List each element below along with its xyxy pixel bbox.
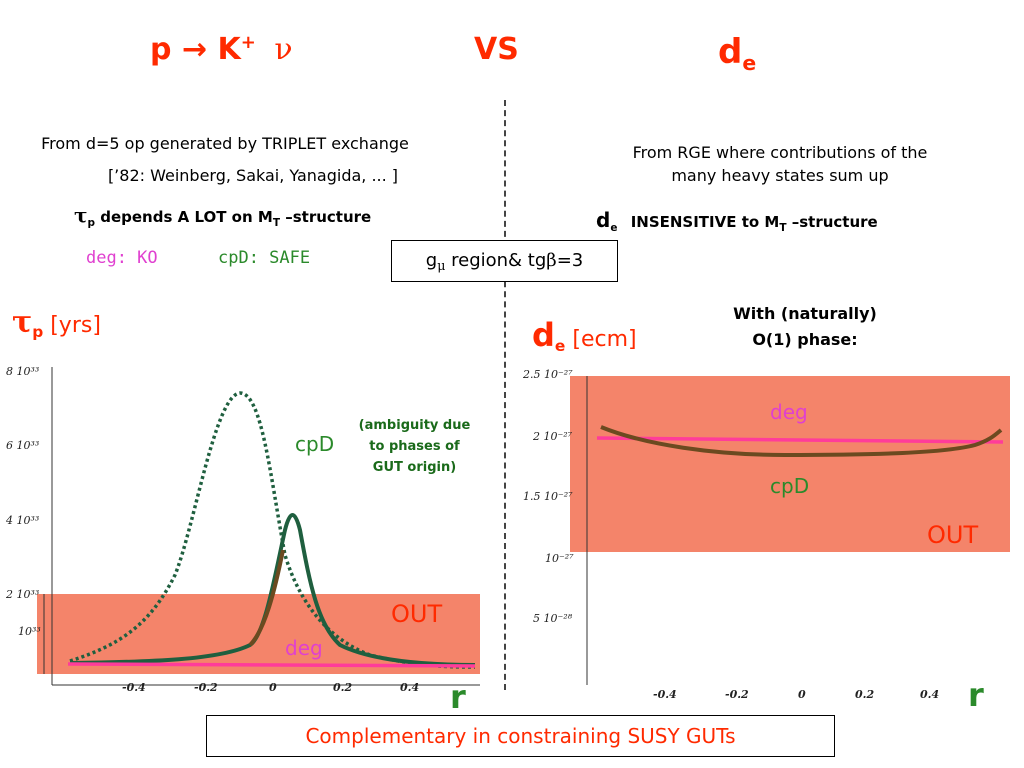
out-label-right: OUT <box>927 521 979 549</box>
right-xtick-m04: -0.4 <box>653 688 677 701</box>
region-text: region& tg <box>445 250 547 271</box>
right-description-line2: many heavy states sum up <box>671 166 889 185</box>
left-ytick-2e33: 2 10³³ <box>6 588 40 601</box>
tau-symbol: τ <box>74 203 88 227</box>
edm-title: de <box>718 32 757 76</box>
left-ytick-8e33: 8 10³³ <box>6 365 40 378</box>
natural-phase-line2: O(1) phase: <box>752 330 858 349</box>
left-xtick-04: 0.4 <box>400 681 420 694</box>
edm-e-subscript: e <box>742 51 757 76</box>
edm-axis-symbol: d <box>532 316 555 354</box>
left-description-line2: [’82: Weinberg, Sakai, Yanagida, ... ] <box>107 166 399 185</box>
right-description-line1: From RGE where contributions of the <box>632 143 928 162</box>
neutrino-symbol: ν <box>274 32 293 67</box>
edm-axis-title: de [ecm] <box>532 316 637 356</box>
deg-line-right <box>596 436 1004 444</box>
tau-axis-subscript: p <box>32 323 44 342</box>
edm-axis-subscript: e <box>554 337 566 356</box>
insensitive-end: –structure <box>791 213 878 231</box>
left-xtick-m04: -0.4 <box>122 681 146 694</box>
deg-label-left: deg <box>285 636 323 660</box>
natural-phase-line1: With (naturally) <box>733 304 877 323</box>
edm-d-symbol: d <box>718 32 743 72</box>
parameter-box: gμ region& tgβ=3 <box>391 240 618 282</box>
deg-label-right: deg <box>770 400 808 424</box>
conclusion-box: Complementary in constraining SUSY GUTs <box>206 715 835 757</box>
tau-dependence-statement: τp depends A LOT on MT –structure <box>74 203 372 229</box>
right-ytick-5e-28: 5 10⁻²⁸ <box>533 612 573 625</box>
edm-plot: 2.5 10⁻²⁷ 2 10⁻²⁷ 1.5 10⁻²⁷ 10⁻²⁷ 5 10⁻²… <box>515 360 1015 705</box>
mu-subscript: μ <box>437 258 446 274</box>
left-ytick-6e33: 6 10³³ <box>6 439 40 452</box>
ambiguity-line3: GUT origin) <box>372 460 457 475</box>
right-xtick-m02: -0.2 <box>725 688 749 701</box>
edm-axis-unit: [ecm] <box>572 327 637 352</box>
tau-subscript: p <box>87 216 95 229</box>
right-ytick-15e-27: 1.5 10⁻²⁷ <box>523 490 573 503</box>
left-xtick-0: 0 <box>269 681 277 694</box>
beta-symbol: β <box>546 250 557 271</box>
r-axis-label-left: r <box>450 678 466 716</box>
right-ytick-2e-27: 2 10⁻²⁷ <box>533 430 573 443</box>
left-xtick-02: 0.2 <box>333 681 353 694</box>
left-xtick-m02: -0.2 <box>194 681 218 694</box>
proton-lifetime-plot: 8 10³³ 6 10³³ 4 10³³ 2 10³³ 10³³ -0.4 -0… <box>0 355 500 700</box>
depends-subscript: T <box>272 216 280 229</box>
edm-statement-d: d <box>596 208 611 232</box>
cpd-safe-label: cpD: SAFE <box>218 248 311 268</box>
proton-symbol: p <box>150 32 172 67</box>
left-ytick-4e33: 4 10³³ <box>6 514 40 527</box>
depends-end: –structure <box>285 208 372 226</box>
left-description-line1: From d=5 op generated by TRIPLET exchang… <box>41 134 409 153</box>
divider-line <box>504 100 506 690</box>
proton-decay-title: p → K+ ν <box>150 32 293 67</box>
tau-axis-unit: [yrs] <box>50 313 101 338</box>
edm-svg <box>570 376 1010 685</box>
out-region-right <box>570 376 1010 552</box>
cpd-narrow-curve <box>69 513 476 667</box>
ambiguity-note: (ambiguity due to phases of GUT origin) <box>352 415 477 478</box>
arrow-icon: → <box>181 32 208 67</box>
proton-lifetime-svg <box>37 367 480 686</box>
deg-line-left <box>67 662 476 668</box>
right-xtick-04: 0.4 <box>920 688 940 701</box>
tau-axis-title: τp [yrs] <box>12 305 101 342</box>
out-label-left: OUT <box>391 600 443 628</box>
edm-insensitive-statement: de INSENSITIVE to MT –structure <box>596 208 878 234</box>
tau-axis-symbol: τ <box>12 305 33 340</box>
tanbeta-value: =3 <box>556 250 584 271</box>
vs-title: VS <box>474 32 519 67</box>
left-ytick-1e33: 10³³ <box>18 625 41 638</box>
deg-ko-label: deg: KO <box>86 248 158 268</box>
right-ytick-25e-27: 2.5 10⁻²⁷ <box>523 368 573 381</box>
right-xtick-0: 0 <box>798 688 806 701</box>
g-symbol: g <box>425 250 438 271</box>
r-axis-label-right: r <box>968 676 984 714</box>
cpd-label-left: cpD <box>295 432 335 456</box>
cpd-narrow-curve-brown <box>248 549 285 647</box>
edm-statement-subscript: e <box>610 221 618 234</box>
kaon-symbol: K <box>217 32 241 67</box>
insensitive-subscript: T <box>779 221 787 234</box>
cpd-label-right: cpD <box>770 474 810 498</box>
ambiguity-line2: to phases of <box>369 439 460 454</box>
ambiguity-line1: (ambiguity due <box>358 418 471 433</box>
right-xtick-02: 0.2 <box>855 688 875 701</box>
depends-text: depends A LOT on M <box>100 208 273 226</box>
insensitive-text: INSENSITIVE to M <box>630 213 780 231</box>
right-ytick-1e-27: 10⁻²⁷ <box>545 552 574 565</box>
cpd-curve-right <box>600 425 1003 458</box>
kaon-charge: + <box>240 32 256 54</box>
